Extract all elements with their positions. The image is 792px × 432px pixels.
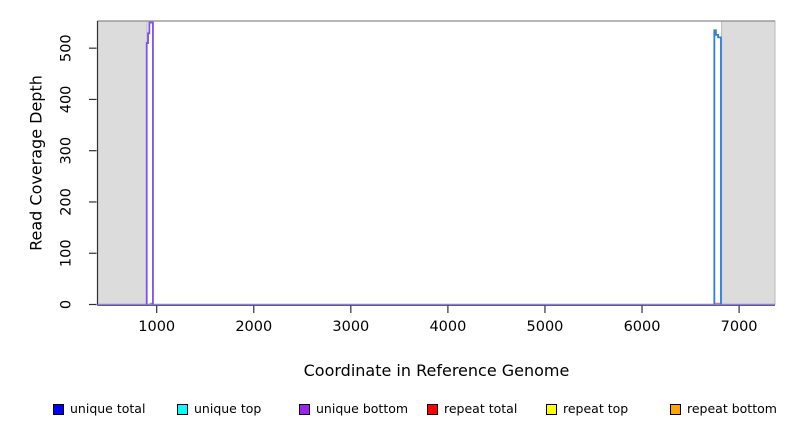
masked-region <box>97 20 148 305</box>
x-tick-label: 6000 <box>624 319 661 335</box>
x-tick-label: 5000 <box>527 319 564 335</box>
series-line-right-spike <box>713 29 722 305</box>
y-tick-label: 100 <box>59 239 75 267</box>
x-axis-title: Coordinate in Reference Genome <box>303 361 570 380</box>
x-tick-label: 1000 <box>138 319 175 335</box>
y-tick-label: 300 <box>59 137 75 165</box>
series-line-left-spike <box>145 21 154 305</box>
x-tick-label: 4000 <box>429 319 466 335</box>
y-tick-label: 500 <box>59 34 75 62</box>
x-tick-label: 7000 <box>721 319 758 335</box>
y-axis-title: Read Coverage Depth <box>26 75 46 251</box>
x-tick-label: 2000 <box>235 319 272 335</box>
y-tick-label: 0 <box>59 300 75 309</box>
masked-region <box>721 20 776 305</box>
y-tick-label: 400 <box>59 86 75 114</box>
y-tick-label: 200 <box>59 188 75 216</box>
x-tick-label: 3000 <box>332 319 369 335</box>
